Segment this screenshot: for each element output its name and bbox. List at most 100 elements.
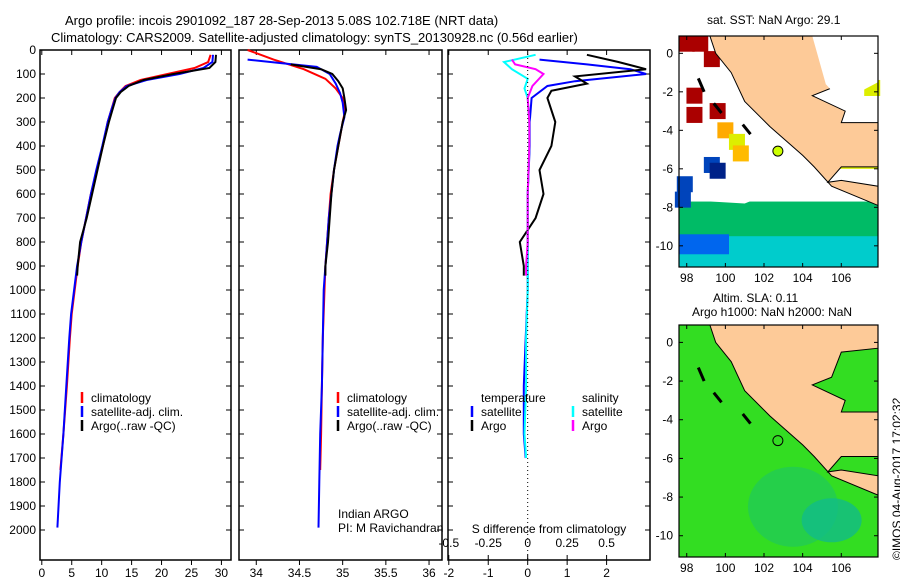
legend-label: satellite-adj. clim. — [347, 405, 439, 419]
x-tick-label: 0 — [38, 566, 45, 580]
y-tick-label: 800 — [16, 235, 36, 249]
y-tick-label: 0 — [666, 335, 673, 349]
x-tick-label: 34 — [250, 566, 264, 580]
sst-cell — [703, 51, 720, 68]
y-tick-label: -8 — [662, 490, 673, 504]
y-tick-label: 2000 — [9, 523, 36, 537]
island — [712, 391, 723, 404]
legend-label: Argo(..raw -QC) — [91, 419, 176, 433]
s-axis-label: S difference from climatology — [472, 522, 627, 536]
legend-salinity-title: salinity — [582, 391, 619, 405]
series-line-climatology — [247, 49, 347, 471]
x-tick-label: 102 — [754, 561, 774, 575]
y-tick-label: 700 — [16, 211, 36, 225]
sst-cell — [678, 35, 695, 52]
y-tick-label: 1200 — [9, 331, 36, 345]
x-tick-label: -1 — [483, 566, 494, 580]
sst-cell — [686, 106, 703, 123]
legend-label: Argo — [481, 419, 507, 433]
sst-cell — [692, 35, 709, 52]
y-tick-label: 300 — [16, 115, 36, 129]
series-line-argo-raw-qc- — [290, 63, 348, 276]
sst-cell — [674, 191, 691, 208]
land-sumatra — [709, 324, 879, 496]
legend-temperature-title: temperature — [481, 391, 546, 405]
x-tick-label: 102 — [754, 271, 774, 285]
annotation-line-2: PI: M Ravichandran — [338, 521, 443, 535]
sst-cell — [676, 176, 693, 193]
x-tick-label: 35 — [336, 566, 350, 580]
y-tick-label: 500 — [16, 163, 36, 177]
y-tick-label: -2 — [662, 85, 673, 99]
no-data — [679, 164, 813, 204]
x-tick-label: 104 — [793, 561, 813, 575]
x-tick-label: 20 — [155, 566, 169, 580]
sla-map-title-1: Altim. SLA: 0.11 — [713, 291, 799, 305]
y-tick-label: -8 — [662, 200, 673, 214]
y-tick-label: 0 — [29, 43, 36, 57]
series-line-satellite-adj-clim- — [56, 54, 214, 528]
annotation-line-1: Indian ARGO — [338, 507, 409, 521]
plot-frame-salinity — [238, 49, 443, 561]
y-tick-label: 1900 — [9, 499, 36, 513]
y-tick-label: 1300 — [9, 355, 36, 369]
y-tick-label: -6 — [662, 451, 673, 465]
series-line-satellite-adj-clim- — [247, 58, 346, 528]
x-tick-label: 15 — [125, 566, 139, 580]
series-line-argo-raw-qc- — [76, 54, 217, 276]
x-tick-label: 0 — [524, 566, 531, 580]
island — [741, 412, 752, 425]
y-tick-label: 1100 — [10, 307, 36, 321]
x-tick-label: 1 — [564, 566, 571, 580]
argo-float-marker — [772, 145, 784, 157]
x-tick-label: 98 — [680, 271, 694, 285]
y-tick-label: 1700 — [9, 451, 36, 465]
y-tick-label: 600 — [16, 187, 36, 201]
series-line-t-argo — [518, 53, 647, 276]
s-tick-label: -0.25 — [475, 536, 503, 550]
x-tick-label: 106 — [831, 271, 851, 285]
sst-map: 98 100 102 104 106 0 -2 -4 -6 -8 -10 — [656, 35, 881, 285]
map-frame — [678, 35, 879, 268]
y-tick-label: -4 — [662, 413, 673, 427]
x-tick-label: 10 — [95, 566, 109, 580]
x-tick-label: 35.5 — [374, 566, 398, 580]
sla-field-low — [801, 498, 862, 543]
s-tick-label: 0 — [524, 536, 531, 550]
x-tick-label: 25 — [185, 566, 199, 580]
x-tick-label: 34.5 — [288, 566, 312, 580]
island — [741, 123, 752, 136]
island — [696, 77, 706, 93]
sla-map-title-2: Argo h1000: NaN h2000: NaN — [692, 305, 853, 319]
x-tick-label: 2 — [603, 566, 610, 580]
y-tick-label: 100 — [16, 67, 36, 81]
sst-field — [679, 234, 729, 255]
island — [712, 102, 723, 114]
s-tick-label: 0.25 — [555, 536, 579, 550]
y-tick-label: 1500 — [9, 403, 36, 417]
legend-label: climatology — [347, 391, 407, 405]
y-tick-label: 0 — [666, 46, 673, 60]
title-line-1: Argo profile: incois 2901092_187 28-Sep-… — [65, 13, 499, 28]
legend-label: satellite — [582, 405, 623, 419]
sst-cell — [709, 103, 726, 120]
sst-cell — [732, 145, 749, 162]
y-tick-label: -10 — [656, 239, 674, 253]
s-tick-label: -0.5 — [438, 536, 459, 550]
y-tick-label: 400 — [16, 139, 36, 153]
y-tick-label: -4 — [662, 123, 673, 137]
title-line-2: Climatology: CARS2009. Satellite-adjuste… — [51, 30, 578, 45]
x-tick-label: 5 — [68, 566, 75, 580]
x-tick-label: 100 — [715, 271, 735, 285]
argo-float-marker — [772, 435, 784, 447]
y-tick-label: -6 — [662, 162, 673, 176]
sst-cell — [709, 162, 726, 179]
legend-label: Argo(..raw -QC) — [347, 419, 432, 433]
y-tick-label: 1000 — [9, 283, 36, 297]
sla-map: 98 100 102 104 106 0 -2 -4 -6 -8 -10 — [656, 324, 879, 575]
y-tick-label: 200 — [16, 91, 36, 105]
s-tick-label: 0.5 — [598, 536, 615, 550]
x-tick-label: 104 — [793, 271, 813, 285]
plot-frame-temperature — [39, 49, 232, 561]
